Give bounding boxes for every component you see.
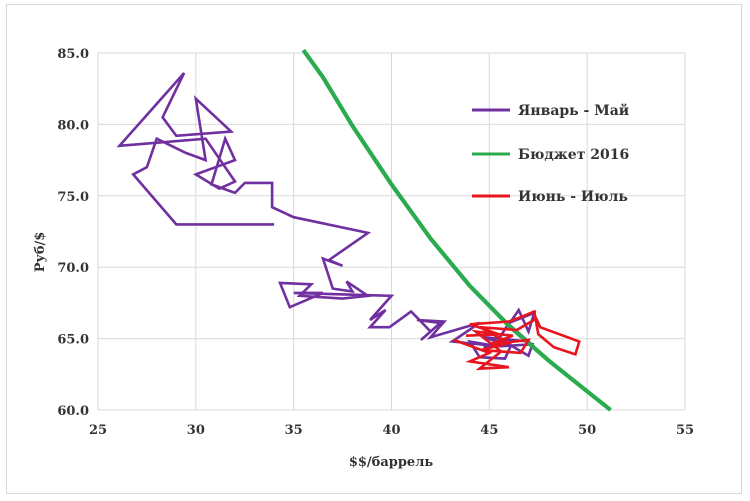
x-tick-label-0: 25 [89,423,107,438]
x-tick-label-2: 35 [285,423,303,438]
series-line-0 [116,72,537,360]
legend-label-1: Бюджет 2016 [518,147,629,163]
series-line-1 [301,48,612,412]
x-tick-labels: 25 30 35 40 45 50 55 [89,423,694,438]
series-line-2 [453,309,581,371]
legend: Январь - Май Бюджет 2016 Июнь - Июль [472,102,629,205]
x-axis-title: $$/баррель [349,455,434,470]
x-tick-label-3: 40 [382,423,400,438]
x-tick-label-6: 55 [676,423,694,438]
x-tick-label-5: 50 [578,423,596,438]
chart-frame [6,4,742,494]
y-tick-label-2: 70.0 [57,261,89,276]
y-axis-title: Руб/$ [33,232,48,273]
x-tick-label-4: 45 [480,423,498,438]
legend-label-2: Июнь - Июль [518,189,628,205]
x-tick-label-1: 30 [187,423,205,438]
y-tick-labels: 60.0 65.0 70.0 75.0 80.0 85.0 [57,47,89,419]
legend-label-0: Январь - Май [518,102,629,119]
y-tick-label-1: 65.0 [57,333,89,348]
series-lines [116,48,612,412]
y-tick-label-3: 75.0 [57,190,89,205]
grid-lines [97,52,686,411]
y-tick-label-0: 60.0 [57,404,89,419]
y-tick-label-4: 80.0 [57,118,89,133]
y-tick-label-5: 85.0 [57,47,89,62]
